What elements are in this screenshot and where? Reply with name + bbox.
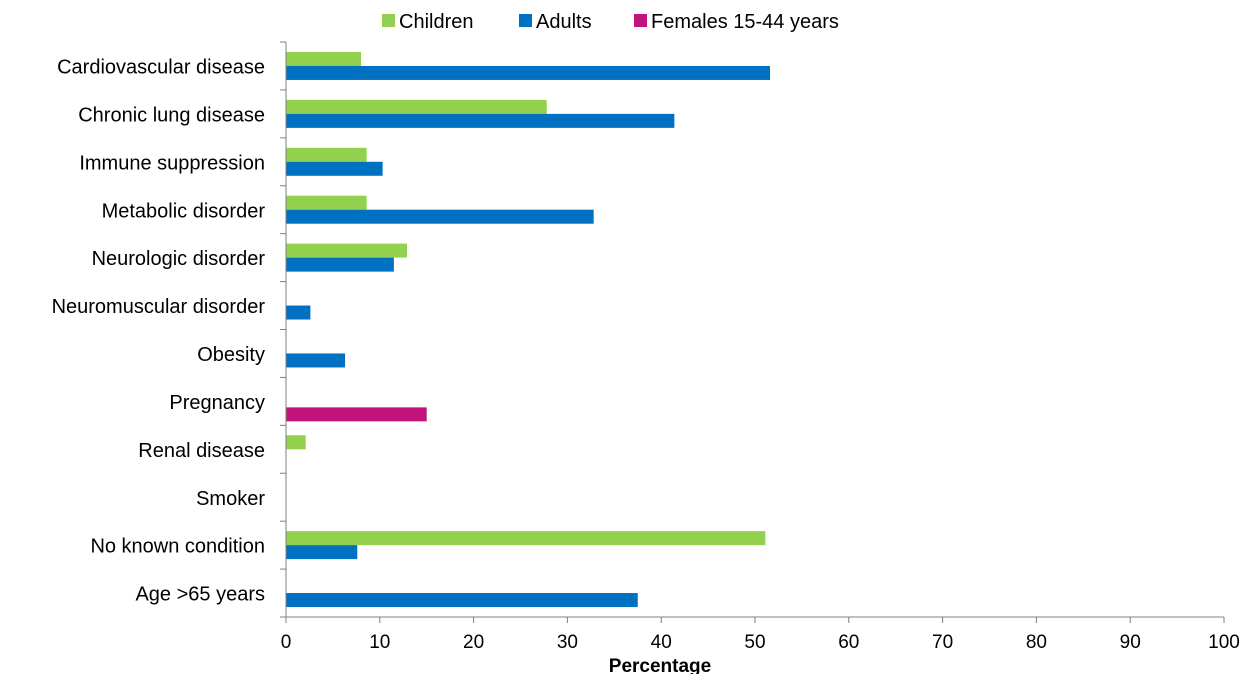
x-tick-label-0: 0: [281, 632, 292, 653]
axes: [280, 41, 1225, 623]
bar-adults-chronic-lung-disease: [286, 113, 675, 128]
x-tick-label-60: 60: [838, 632, 859, 653]
x-tick-label-50: 50: [744, 632, 765, 653]
bar-adults-metabolic-disorder: [286, 209, 594, 224]
bars: [286, 51, 771, 608]
category-label-neuromuscular-disorder: Neuromuscular disorder: [52, 296, 266, 318]
x-tick-label-40: 40: [651, 632, 672, 653]
legend-swatch-females-15-44-years: [634, 14, 647, 27]
category-label-no-known-condition: No known condition: [90, 536, 265, 558]
bar-adults-age-65-years: [286, 593, 638, 608]
x-tick-label-80: 80: [1026, 632, 1047, 653]
category-label-pregnancy: Pregnancy: [169, 392, 265, 414]
x-tick-label-100: 100: [1208, 632, 1240, 653]
legend-label-adults: Adults: [536, 11, 592, 33]
bar-adults-cardiovascular-disease: [286, 65, 771, 80]
bar-adults-immune-suppression: [286, 161, 383, 176]
x-tick-label-10: 10: [369, 632, 390, 653]
legend-label-females-15-44-years: Females 15-44 years: [651, 11, 839, 33]
legend-swatch-adults: [519, 14, 532, 27]
bar-children-chronic-lung-disease: [286, 99, 547, 114]
bar-children-renal-disease: [286, 435, 306, 450]
category-label-cardiovascular-disease: Cardiovascular disease: [57, 57, 265, 79]
category-label-chronic-lung-disease: Chronic lung disease: [78, 104, 265, 126]
legend: Children Adults Females 15-44 years: [382, 11, 839, 33]
category-label-smoker: Smoker: [196, 488, 265, 510]
bar-children-cardiovascular-disease: [286, 51, 362, 66]
x-tick-labels: 0 10 20 30 40 50 60 70 80 90 100: [281, 632, 1240, 653]
x-tick-label-70: 70: [932, 632, 953, 653]
category-label-obesity: Obesity: [197, 344, 265, 366]
bar-children-immune-suppression: [286, 147, 367, 162]
legend-label-children: Children: [399, 11, 473, 33]
x-axis-title: Percentage: [609, 656, 711, 674]
bar-children-no-known-condition: [286, 531, 766, 546]
bar-adults-no-known-condition: [286, 545, 358, 560]
category-label-renal-disease: Renal disease: [138, 440, 265, 462]
category-label-immune-suppression: Immune suppression: [79, 152, 265, 174]
x-tick-label-90: 90: [1120, 632, 1141, 653]
bar-adults-neuromuscular-disorder: [286, 305, 311, 320]
legend-swatch-children: [382, 14, 395, 27]
bar-adults-neurologic-disorder: [286, 257, 394, 272]
bar-adults-obesity: [286, 353, 346, 368]
category-label-neurologic-disorder: Neurologic disorder: [92, 248, 266, 270]
bar-children-neurologic-disorder: [286, 243, 408, 258]
bar-females-15-44-years-pregnancy: [286, 407, 427, 422]
x-tick-label-20: 20: [463, 632, 484, 653]
category-labels: Cardiovascular disease Chronic lung disea…: [52, 57, 266, 606]
bar-children-metabolic-disorder: [286, 195, 367, 210]
category-label-age-65-years: Age >65 years: [135, 584, 265, 606]
category-label-metabolic-disorder: Metabolic disorder: [102, 200, 266, 222]
x-tick-label-30: 30: [557, 632, 578, 653]
